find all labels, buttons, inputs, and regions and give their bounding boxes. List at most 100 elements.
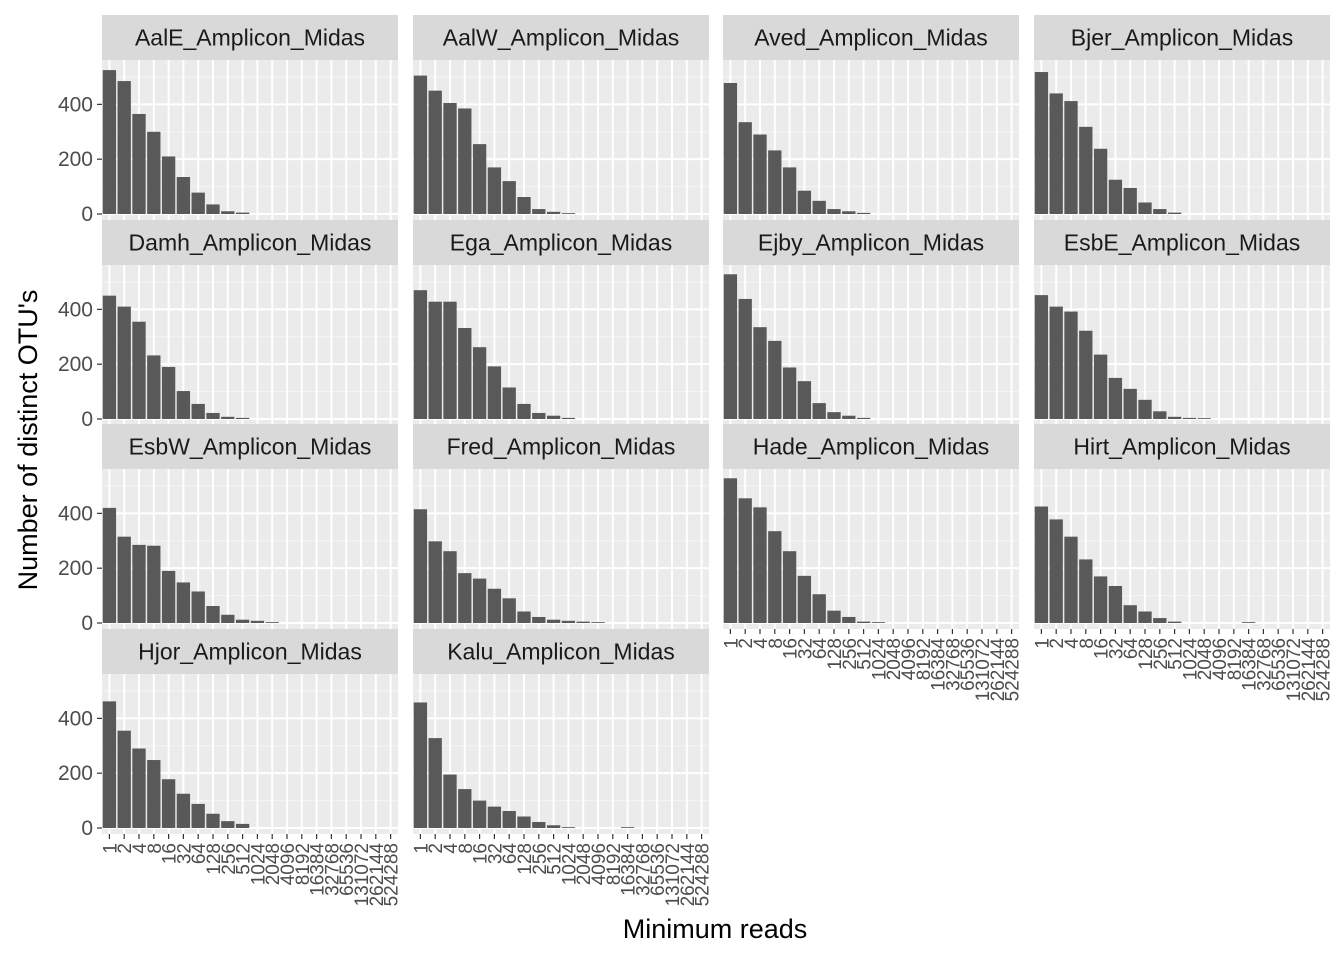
x-tick-label: 2048 xyxy=(574,843,595,885)
facet-panels: AalE_Amplicon_Midas0200400AalW_Amplicon_… xyxy=(58,15,1335,906)
bar xyxy=(1034,72,1049,214)
x-tick-label: 16 xyxy=(1092,638,1113,659)
x-tick-label: 32 xyxy=(485,843,506,864)
bar xyxy=(827,412,841,419)
x-tick-label: 8192 xyxy=(914,638,935,680)
y-tick-label: 200 xyxy=(58,557,93,580)
bar xyxy=(413,509,428,623)
x-tick-label: 8 xyxy=(145,843,166,854)
bar xyxy=(161,779,176,828)
bar xyxy=(472,578,487,623)
bar xyxy=(147,545,161,623)
bar xyxy=(827,209,841,214)
bar xyxy=(487,806,502,828)
bar xyxy=(532,209,546,214)
bar xyxy=(1064,101,1078,214)
bar xyxy=(1049,519,1063,623)
facet-panel: Hirt_Amplicon_Midas 124816326412825651210… xyxy=(1032,424,1335,701)
bar xyxy=(191,192,205,214)
bar xyxy=(176,391,191,419)
bar xyxy=(1034,295,1049,419)
facet-title: Hade_Amplicon_Midas xyxy=(753,434,990,460)
bar xyxy=(576,621,590,623)
bar xyxy=(443,103,457,214)
x-tick-label: 131072 xyxy=(663,843,684,906)
bar xyxy=(487,167,502,214)
x-tick-label: 65536 xyxy=(958,638,979,691)
facet-panel: EsbE_Amplicon_Midas xyxy=(1034,220,1330,425)
bar xyxy=(413,702,428,828)
panel-background xyxy=(102,265,398,425)
x-tick-label: 32 xyxy=(1106,638,1127,659)
bar xyxy=(1138,399,1152,419)
bar xyxy=(517,611,531,623)
x-tick-label: 4 xyxy=(130,843,151,854)
x-tick-label: 64 xyxy=(810,638,831,660)
bar xyxy=(1123,605,1137,623)
x-tick-label: 512 xyxy=(1166,638,1187,670)
bar xyxy=(842,616,856,623)
bar xyxy=(161,570,176,623)
x-tick-label: 65536 xyxy=(648,843,669,896)
bar xyxy=(782,367,797,419)
bar xyxy=(753,507,767,623)
bar xyxy=(1093,148,1108,214)
x-tick-label: 2048 xyxy=(1195,638,1216,680)
bar xyxy=(458,789,472,828)
panel-background xyxy=(413,469,709,629)
bar xyxy=(738,498,752,623)
bar xyxy=(1093,576,1108,623)
x-tick-label: 2048 xyxy=(884,638,905,680)
bar xyxy=(1182,417,1197,419)
bar xyxy=(1123,388,1137,419)
bar xyxy=(782,167,797,214)
bar xyxy=(132,321,146,419)
bar xyxy=(221,821,235,828)
facet-strip xyxy=(413,424,709,469)
bar xyxy=(1034,506,1049,623)
bar xyxy=(1049,93,1063,214)
x-tick-label: 4096 xyxy=(589,843,610,885)
bar xyxy=(546,825,561,828)
facet-strip xyxy=(413,15,709,60)
facet-panel: Kalu_Amplicon_Midas 124816326412825651210… xyxy=(411,629,714,906)
x-tick-label: 8192 xyxy=(604,843,625,885)
facet-panel: Ega_Amplicon_Midas xyxy=(413,220,709,425)
bar xyxy=(1197,418,1211,419)
bar xyxy=(561,417,576,419)
bar xyxy=(472,144,487,214)
y-tick-label: 400 xyxy=(58,298,93,321)
bar xyxy=(797,190,812,214)
facet-panel: AalW_Amplicon_Midas xyxy=(413,15,709,220)
bar xyxy=(1093,354,1108,419)
bar xyxy=(161,156,176,214)
bar xyxy=(206,813,220,828)
bar xyxy=(1153,411,1167,419)
x-tick-label: 1 xyxy=(721,638,742,649)
x-tick-label: 512 xyxy=(855,638,876,670)
x-tick-label: 128 xyxy=(825,638,846,670)
bar xyxy=(502,181,516,214)
bar xyxy=(1108,586,1123,623)
bar xyxy=(176,177,191,214)
bar xyxy=(842,415,856,419)
bar xyxy=(723,82,738,215)
bar xyxy=(206,204,220,214)
bar xyxy=(487,588,502,623)
bar xyxy=(782,551,797,623)
bar xyxy=(221,211,235,214)
bar xyxy=(176,582,191,623)
x-tick-label: 1024 xyxy=(1180,638,1201,681)
bar xyxy=(102,70,117,214)
x-tick-label: 256 xyxy=(219,843,240,875)
bar xyxy=(812,403,826,419)
bar xyxy=(532,821,546,828)
facet-title: AalW_Amplicon_Midas xyxy=(443,25,679,51)
bar xyxy=(620,827,635,828)
bar xyxy=(265,622,279,623)
bar xyxy=(1108,179,1123,214)
bar xyxy=(132,544,146,623)
bar xyxy=(797,575,812,623)
x-tick-label: 16 xyxy=(471,843,492,864)
bar xyxy=(117,536,131,623)
